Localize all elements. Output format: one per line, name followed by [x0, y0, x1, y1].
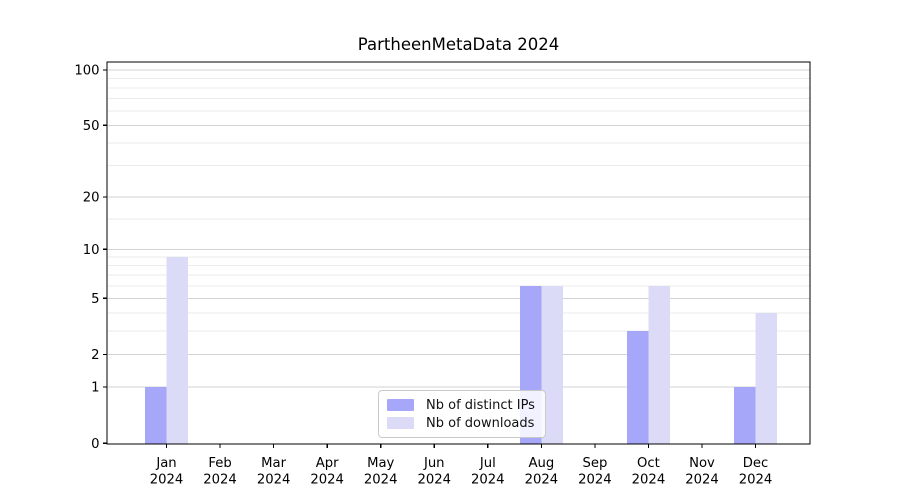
plot-border: [106, 61, 811, 445]
x-tick-label-year-apr: 2024: [310, 473, 344, 488]
bar-downloads-aug: [541, 285, 563, 444]
legend-label-downloads: Nb of downloads: [426, 415, 535, 431]
x-tick-label-year-nov: 2024: [685, 473, 719, 488]
bar-downloads-jan: [166, 257, 188, 444]
y-tick-label-50: 50: [83, 119, 100, 134]
x-tick-label-month-oct: Oct: [637, 456, 660, 471]
x-tick-label-year-aug: 2024: [525, 473, 559, 488]
bar-distinct-ips-oct: [626, 331, 649, 444]
bar-downloads-oct: [648, 285, 670, 444]
legend-entry-downloads: Nb of downloads: [387, 416, 537, 431]
x-tick-label-year-jan: 2024: [150, 473, 184, 488]
legend-swatch-distinct-ips: [387, 399, 414, 411]
x-tick-label-year-jun: 2024: [417, 473, 451, 488]
chart-title: PartheenMetaData 2024: [357, 35, 560, 54]
x-tick-label-year-oct: 2024: [632, 473, 666, 488]
x-tick-label-month-jun: Jun: [423, 456, 445, 471]
x-tick-label-month-aug: Aug: [528, 456, 554, 471]
legend-label-distinct-ips: Nb of distinct IPs: [426, 397, 535, 413]
x-tick-label-month-feb: Feb: [208, 456, 231, 471]
bar-distinct-ips-dec: [734, 387, 756, 444]
y-tick-label-2: 2: [91, 348, 99, 363]
legend-entry-distinct-ips: Nb of distinct IPs: [387, 398, 537, 413]
x-tick-label-month-jul: Jul: [479, 456, 496, 471]
x-tick-label-month-jan: Jan: [155, 456, 176, 471]
y-tick-label-5: 5: [91, 292, 99, 307]
y-tick-label-1: 1: [91, 381, 99, 396]
y-tick-label-0: 0: [91, 437, 99, 452]
x-tick-label-month-may: May: [367, 456, 394, 471]
x-tick-label-year-sep: 2024: [578, 473, 612, 488]
bar-downloads-dec: [755, 313, 778, 444]
x-tick-label-month-mar: Mar: [261, 456, 286, 471]
legend: Nb of distinct IPs Nb of downloads: [378, 390, 546, 438]
x-tick-label-year-jul: 2024: [471, 473, 505, 488]
y-tick-label-20: 20: [83, 191, 100, 206]
x-tick-label-month-apr: Apr: [316, 456, 339, 471]
y-tick-label-10: 10: [83, 243, 100, 258]
x-tick-label-year-feb: 2024: [203, 473, 237, 488]
x-tick-label-year-mar: 2024: [257, 473, 291, 488]
x-tick-label-month-dec: Dec: [743, 456, 769, 471]
x-tick-label-year-dec: 2024: [739, 473, 773, 488]
x-tick-label-month-sep: Sep: [582, 456, 607, 471]
y-tick-label-100: 100: [74, 64, 99, 79]
legend-swatch-downloads: [387, 417, 414, 429]
x-tick-label-year-may: 2024: [364, 473, 398, 488]
bar-distinct-ips-jan: [145, 387, 167, 444]
x-tick-label-month-nov: Nov: [689, 456, 715, 471]
